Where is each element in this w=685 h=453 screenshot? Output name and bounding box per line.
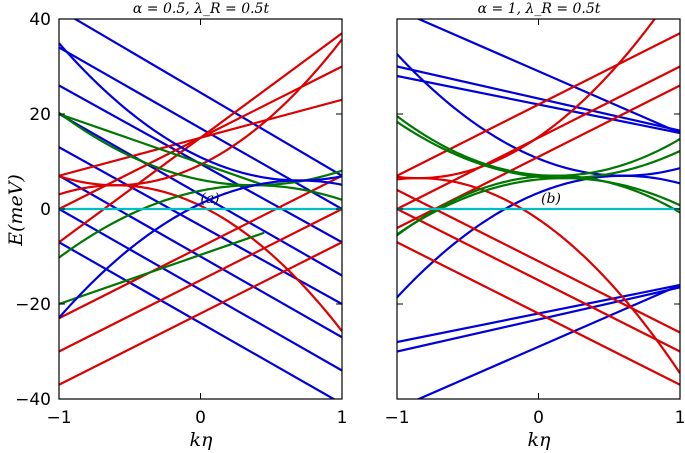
band-line-6 — [59, 208, 342, 372]
band-line-16 — [59, 111, 342, 187]
panel-b: −1 0 1 — [384, 18, 685, 428]
band-line-19 — [397, 177, 680, 236]
plot-area — [59, 19, 342, 399]
band-line-18 — [59, 112, 265, 187]
band-line-11 — [397, 241, 680, 386]
plot-area — [397, 19, 680, 399]
band-line-0 — [416, 19, 680, 135]
band-line-15 — [59, 184, 342, 332]
y-tick-label: −20 — [15, 295, 51, 315]
band-line-11 — [59, 174, 342, 320]
y-tick-label: 40 — [29, 10, 51, 30]
band-line-16 — [397, 115, 680, 177]
x-tick-label: 1 — [675, 408, 685, 428]
x-tick-label: 1 — [337, 408, 348, 428]
x-axis-label-a: kη — [190, 429, 214, 451]
y-tick-label: 20 — [29, 105, 51, 125]
band-line-12 — [397, 208, 680, 353]
band-line-17 — [59, 184, 342, 259]
band-line-10 — [59, 98, 342, 177]
panel-b-tag: (b) — [541, 191, 561, 207]
band-line-4 — [397, 286, 680, 353]
band-line-7 — [397, 174, 680, 299]
band-line-3 — [416, 283, 680, 399]
x-tick-label: 0 — [195, 408, 206, 428]
y-axis-label: E(meV) — [5, 174, 27, 247]
band-line-21 — [59, 179, 342, 319]
band-line-13 — [59, 241, 342, 386]
panel-a-title: α = 0.5, λ_R = 0.5t — [133, 1, 270, 17]
band-line-13 — [397, 189, 680, 334]
band-line-8 — [397, 32, 680, 177]
x-axis-label-b: kη — [528, 429, 552, 451]
y-tick-label: 0 — [40, 200, 51, 220]
band-line-19 — [59, 231, 265, 306]
y-tick-label: −40 — [15, 390, 51, 410]
band-line-18 — [397, 120, 680, 180]
band-line-0 — [72, 19, 342, 177]
band-line-3 — [59, 113, 342, 277]
band-line-1 — [397, 65, 680, 132]
x-tick-label: −1 — [46, 408, 71, 428]
band-line-14 — [397, 19, 657, 180]
band-line-7 — [59, 241, 336, 399]
band-line-5 — [59, 174, 342, 339]
band-line-15 — [397, 177, 680, 374]
panel-a: −1 0 1 −40 −20 0 20 40 — [15, 10, 348, 428]
band-line-12 — [59, 208, 342, 353]
panel-b-title: α = 1, λ_R = 0.5t — [478, 1, 601, 17]
x-tick-label: 0 — [533, 408, 544, 428]
x-tick-label: −1 — [384, 408, 409, 428]
